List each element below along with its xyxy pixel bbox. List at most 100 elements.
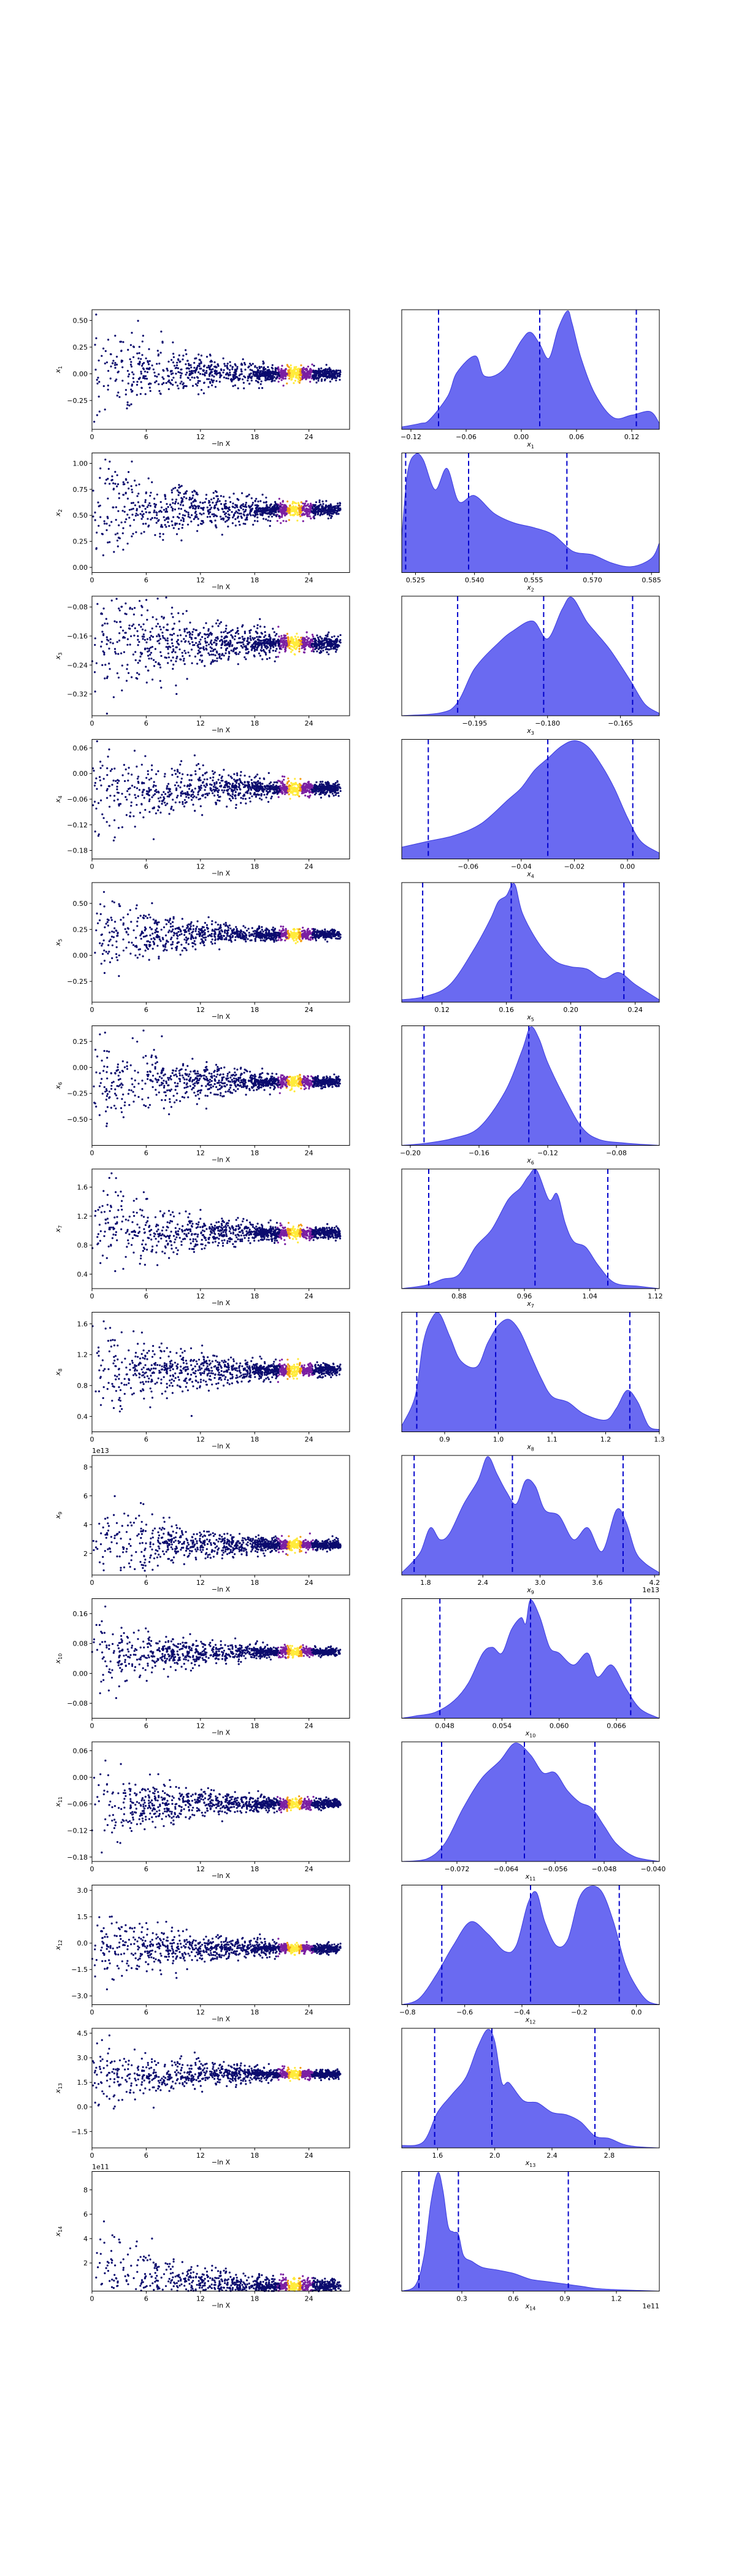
scatter-point [132, 346, 135, 348]
scatter-point [181, 651, 183, 654]
scatter-point [139, 513, 142, 515]
scatter-point [209, 381, 212, 385]
scatter-point [229, 775, 232, 778]
scatter-point [140, 386, 143, 389]
x-axis-label: −ln X [212, 870, 231, 878]
kde-area [402, 740, 659, 859]
scatter-point [145, 681, 148, 684]
scatter-point [332, 511, 334, 513]
scatter-point [137, 635, 139, 637]
scatter-point [221, 789, 223, 792]
scatter-point [177, 794, 179, 797]
scatter-point [234, 364, 237, 367]
scatter-point [147, 518, 149, 520]
scatter-point [135, 907, 137, 910]
scatter-point [97, 377, 99, 379]
scatter-point [224, 630, 227, 632]
x-tick-label: −0.195 [462, 719, 488, 727]
scatter-point [99, 477, 101, 479]
scatter-point [125, 518, 128, 521]
scatter-point [167, 662, 169, 664]
scatter-point [118, 975, 120, 977]
scatter-point [129, 811, 132, 814]
scatter-point [185, 497, 188, 500]
scatter-point [269, 651, 271, 654]
scatter-point [228, 506, 231, 508]
scatter-point [208, 502, 210, 504]
scatter-point [103, 651, 105, 654]
scatter-point [249, 509, 251, 512]
scatter-point [188, 367, 190, 370]
scatter-point [202, 781, 204, 783]
scatter-point [144, 808, 147, 811]
scatter-point [310, 788, 313, 791]
scatter-point [278, 374, 280, 376]
scatter-point [224, 513, 226, 516]
scatter-point [256, 635, 258, 638]
scatter-point [102, 385, 105, 388]
scatter-point [162, 369, 164, 371]
scatter-point [310, 644, 313, 646]
scatter-point [155, 773, 158, 775]
scatter-point [250, 629, 252, 631]
scatter-point [164, 519, 166, 521]
scatter-point [223, 642, 226, 644]
scatter-point [134, 659, 137, 661]
scatter-point [126, 638, 129, 640]
scatter-point [338, 645, 340, 647]
scatter-point [273, 781, 275, 784]
scatter-point [265, 642, 268, 645]
scatter-point [199, 643, 202, 645]
scatter-point [109, 805, 111, 808]
scatter-point [159, 351, 162, 354]
scatter-point [140, 381, 142, 383]
scatter-point [229, 371, 231, 374]
scatter-point [220, 635, 223, 638]
scatter-point [207, 636, 209, 638]
scatter-point [109, 770, 112, 772]
scatter-point [278, 789, 281, 792]
scatter-point [131, 488, 133, 491]
scatter-point [293, 382, 295, 385]
scatter-point [175, 533, 178, 535]
scatter-point [211, 374, 213, 377]
scatter-point [125, 814, 128, 816]
scatter-point [202, 512, 205, 515]
scatter-point [151, 764, 153, 767]
scatter-point [237, 794, 240, 796]
scatter-point [148, 913, 150, 916]
scatter-point [216, 660, 218, 662]
x-tick-label: 18 [250, 433, 259, 441]
scatter-point [217, 794, 219, 796]
scatter-point [239, 651, 241, 653]
scatter-point [165, 596, 167, 599]
scatter-point [213, 642, 215, 644]
scatter-point [120, 652, 123, 654]
scatter-panel-x4: 0 6 12 18 24−0.18−0.12−0.060.000.06−ln Xx4 [54, 739, 350, 878]
scatter-point [183, 515, 186, 517]
scatter-point [232, 786, 235, 789]
scatter-point [329, 368, 332, 371]
scatter-point [186, 785, 188, 788]
scatter-point [169, 926, 172, 928]
scatter-point [156, 493, 158, 496]
scatter-point [318, 510, 320, 513]
scatter-point [190, 372, 193, 374]
scatter-point [101, 355, 103, 357]
scatter-point [336, 375, 339, 378]
scatter-point [112, 482, 115, 485]
scatter-point [278, 635, 280, 638]
scatter-point [121, 366, 124, 369]
scatter-point [153, 503, 156, 505]
scatter-point [108, 748, 110, 751]
scatter-point [192, 370, 194, 372]
scatter-point [134, 515, 137, 517]
scatter-point [275, 514, 277, 516]
scatter-point [212, 770, 214, 772]
scatter-point [317, 640, 320, 643]
scatter-point [191, 385, 194, 387]
scatter-points-x5 [94, 891, 342, 977]
scatter-point [215, 650, 218, 653]
scatter-point [106, 516, 109, 518]
scatter-point [254, 366, 256, 368]
